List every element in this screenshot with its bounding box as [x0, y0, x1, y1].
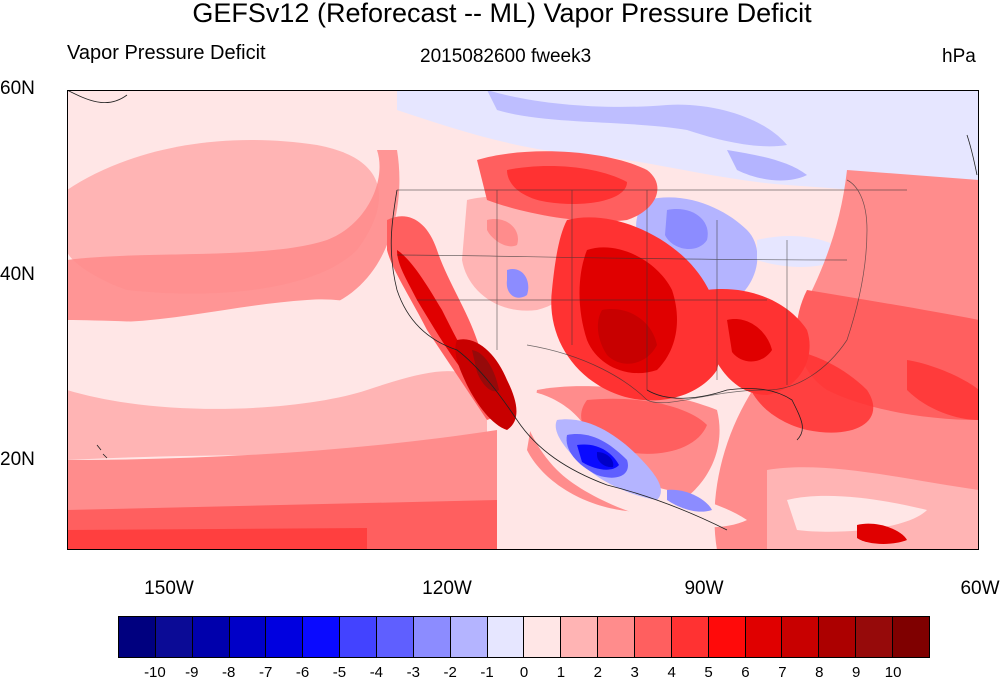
colorbar-box-13 — [598, 617, 636, 657]
colorbar-box-5 — [303, 617, 341, 657]
colorbar-label: -4 — [369, 664, 384, 681]
colorbar-label: 2 — [593, 664, 602, 681]
colorbar-box-1 — [155, 617, 193, 657]
colorbar-box-0 — [119, 617, 156, 657]
colorbar-box-14 — [635, 617, 672, 657]
colorbar-label: 8 — [815, 664, 824, 681]
colorbar-box-15 — [671, 617, 709, 657]
left-subtitle: Vapor Pressure Deficit — [67, 42, 266, 64]
colorbar-label: 3 — [630, 664, 639, 681]
colorbar-box-9 — [450, 617, 488, 657]
colorbar-label: -5 — [332, 664, 347, 681]
units-label: hPa — [942, 46, 976, 67]
colorbar-label: -2 — [443, 664, 457, 681]
colorbar-label: -3 — [406, 664, 420, 681]
colorbar-box-21 — [893, 617, 929, 657]
colorbar-label: -9 — [185, 664, 199, 681]
plot-title: GEFSv12 (Reforecast -- ML) Vapor Pressur… — [192, 0, 812, 28]
lat-label-20n: 20N — [0, 449, 35, 470]
colorbar-label: 6 — [741, 664, 750, 681]
colorbar-box-6 — [340, 617, 378, 657]
colorbar-label: -10 — [144, 664, 166, 681]
colorbar-label: 9 — [852, 664, 861, 681]
colorbar-label: -1 — [480, 664, 494, 681]
vpd-map-plot — [67, 90, 979, 550]
lon-label-60w: 60W — [960, 578, 1000, 599]
colorbar-box-18 — [782, 617, 820, 657]
colorbar-label: 5 — [704, 664, 713, 681]
colorbar-label: 0 — [519, 664, 529, 681]
colorbar-label: -6 — [295, 664, 310, 681]
lon-label-90w: 90W — [684, 578, 724, 599]
colorbar-box-10 — [487, 617, 525, 657]
lat-label-40n: 40N — [0, 264, 35, 285]
colorbar-box-8 — [413, 617, 451, 657]
colorbar-box-16 — [708, 617, 746, 657]
lon-label-120w: 120W — [422, 578, 472, 599]
center-subtitle: 2015082600 fweek3 — [420, 46, 592, 67]
colorbar-label: 4 — [667, 664, 676, 681]
colorbar-label: 10 — [884, 664, 902, 681]
colorbar-label: -7 — [258, 664, 273, 681]
colorbar-label: -8 — [222, 664, 236, 681]
colorbar-label: 7 — [778, 664, 787, 681]
colorbar-box-12 — [561, 617, 599, 657]
colorbar-box-2 — [192, 617, 230, 657]
colorbar-box-19 — [819, 617, 857, 657]
map-field — [67, 90, 979, 550]
colorbar-box-4 — [266, 617, 304, 657]
colorbar-box-20 — [856, 617, 894, 657]
colorbar-box-7 — [377, 617, 414, 657]
colorbar-box-3 — [229, 617, 267, 657]
colorbar-label: 1 — [556, 664, 566, 681]
lat-label-60n: 60N — [0, 78, 35, 99]
colorbar-box-17 — [745, 617, 783, 657]
lon-label-150w: 150W — [144, 578, 194, 599]
colorbar-box-11 — [524, 617, 562, 657]
colorbar — [118, 616, 930, 658]
